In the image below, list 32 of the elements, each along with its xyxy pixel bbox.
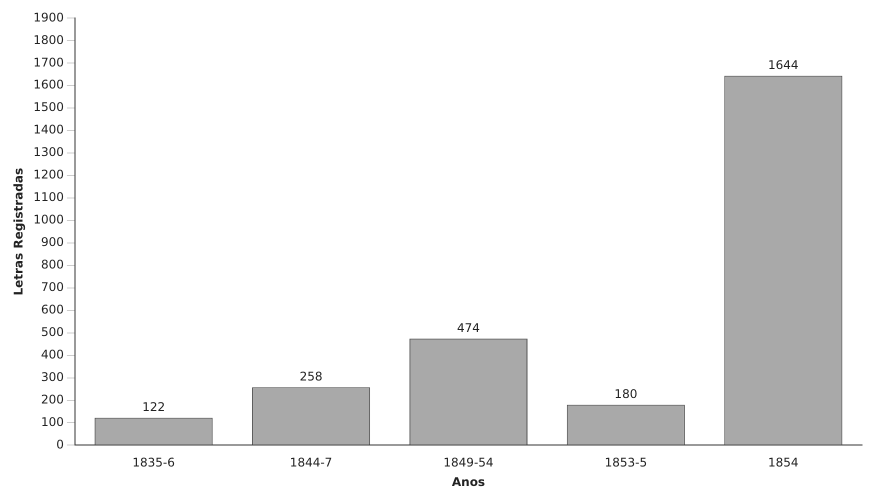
data-label: 258 (300, 369, 323, 384)
data-label: 474 (457, 320, 480, 335)
y-tick-label: 1700 (33, 55, 64, 70)
y-tick-label: 300 (41, 370, 64, 384)
y-tick-label: 1400 (33, 122, 64, 137)
y-tick-label: 1600 (33, 78, 64, 92)
y-tick-label: 1800 (33, 32, 64, 47)
y-tick-label: 1100 (33, 190, 64, 204)
y-tick-label: 400 (41, 347, 64, 362)
y-tick-label: 1900 (33, 10, 64, 24)
y-tick-label: 200 (41, 392, 64, 406)
y-axis-title: Letras Registradas (11, 168, 26, 296)
data-label: 180 (614, 386, 638, 401)
y-tick-label: 900 (41, 235, 64, 250)
x-tick-label: 1854 (768, 456, 799, 470)
y-tick-label: 600 (41, 302, 64, 316)
y-tick-label: 100 (41, 414, 64, 429)
y-tick-label: 1300 (33, 145, 64, 160)
y-tick-label: 1000 (33, 212, 64, 227)
y-tick-label: 700 (41, 280, 64, 294)
data-label: 122 (142, 400, 166, 414)
x-tick-label: 1835-6 (132, 456, 175, 470)
y-tick-label: 1500 (33, 100, 64, 114)
y-tick-label: 800 (41, 258, 64, 272)
y-tick-label: 1200 (33, 168, 64, 182)
data-label: 1644 (768, 58, 799, 72)
y-tick-label: 0 (56, 437, 64, 452)
y-tick-label: 500 (41, 324, 64, 339)
x-axis-title: Anos (452, 474, 486, 489)
x-tick-label: 1853-5 (604, 456, 648, 470)
x-tick-label: 1844-7 (290, 456, 332, 470)
x-tick-label: 1849-54 (443, 456, 494, 470)
